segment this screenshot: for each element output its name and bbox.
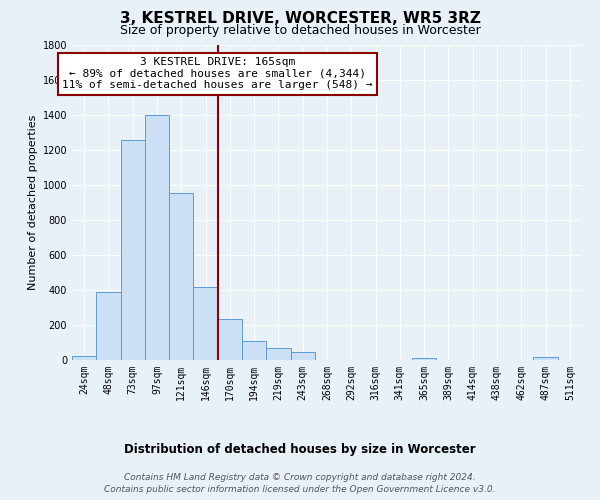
- Bar: [121, 140, 145, 360]
- Text: 3 KESTREL DRIVE: 165sqm
← 89% of detached houses are smaller (4,344)
11% of semi: 3 KESTREL DRIVE: 165sqm ← 89% of detache…: [62, 57, 373, 90]
- Bar: [266, 348, 290, 360]
- Bar: [72, 356, 96, 360]
- Bar: [290, 352, 315, 360]
- Bar: [218, 319, 242, 360]
- Bar: [96, 292, 121, 360]
- Bar: [169, 193, 193, 360]
- Text: Contains public sector information licensed under the Open Government Licence v3: Contains public sector information licen…: [104, 485, 496, 494]
- Bar: [145, 115, 169, 360]
- Y-axis label: Number of detached properties: Number of detached properties: [28, 115, 38, 290]
- Text: Contains HM Land Registry data © Crown copyright and database right 2024.: Contains HM Land Registry data © Crown c…: [124, 472, 476, 482]
- Text: Size of property relative to detached houses in Worcester: Size of property relative to detached ho…: [119, 24, 481, 37]
- Bar: [193, 286, 218, 360]
- Bar: [412, 358, 436, 360]
- Text: 3, KESTREL DRIVE, WORCESTER, WR5 3RZ: 3, KESTREL DRIVE, WORCESTER, WR5 3RZ: [119, 11, 481, 26]
- Bar: [242, 341, 266, 360]
- Text: Distribution of detached houses by size in Worcester: Distribution of detached houses by size …: [124, 442, 476, 456]
- Bar: [533, 358, 558, 360]
